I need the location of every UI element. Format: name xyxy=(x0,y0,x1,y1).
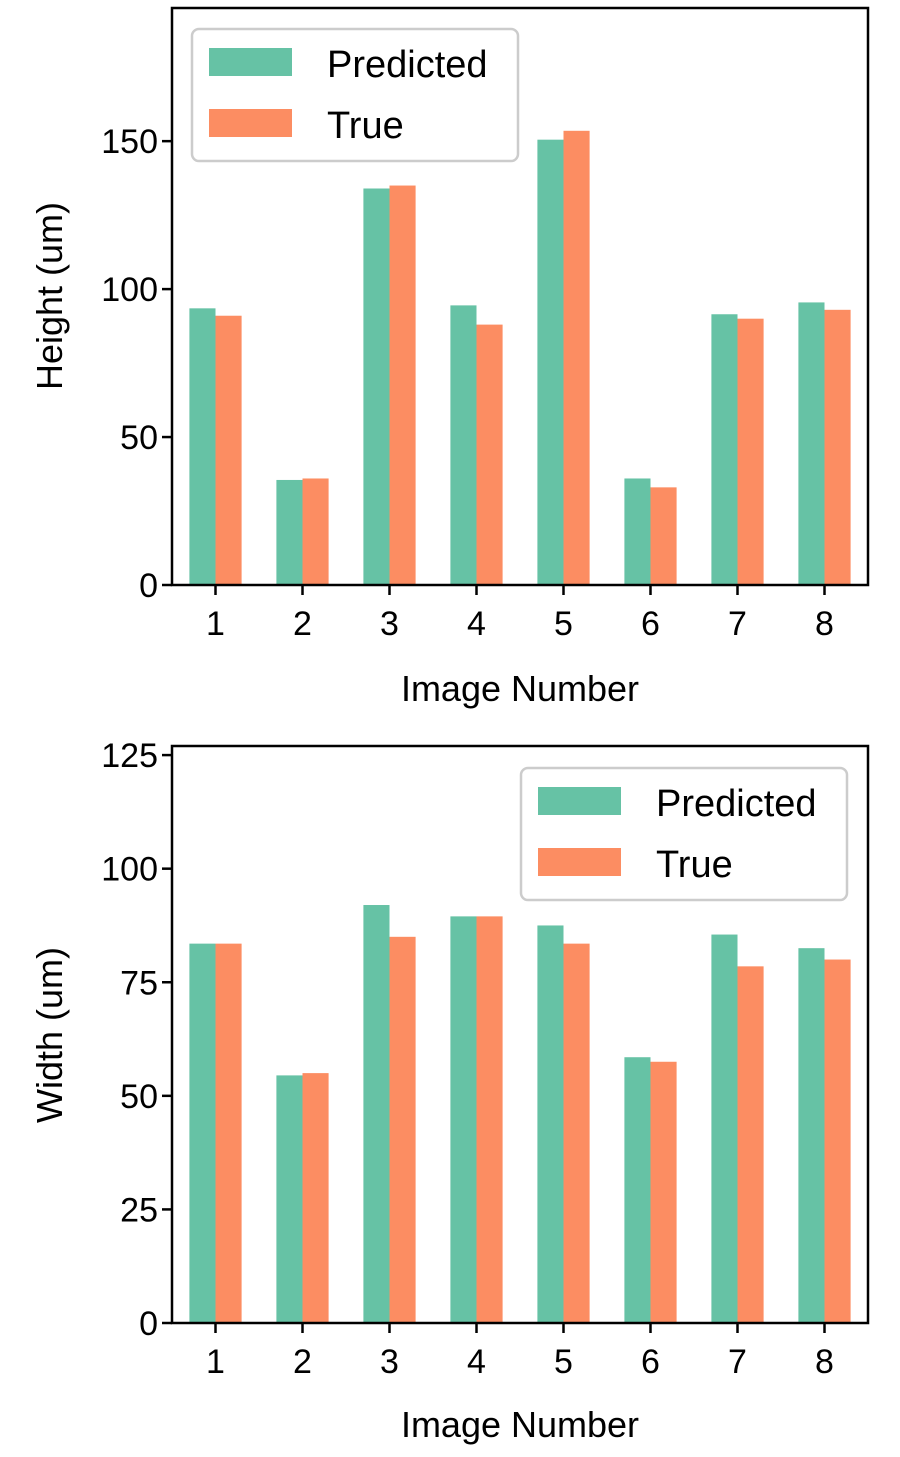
height-bar-true-5 xyxy=(563,130,590,586)
width-legend-swatch-true xyxy=(538,848,621,876)
height-bar-predicted-4 xyxy=(450,305,477,585)
height-bar-true-1 xyxy=(215,315,242,585)
height-legend-swatch-true xyxy=(209,109,292,137)
width-bar-predicted-8 xyxy=(798,948,825,1323)
width-bar-predicted-1 xyxy=(189,943,216,1323)
width-legend-label-predicted: Predicted xyxy=(656,783,817,825)
height-legend-label-predicted: Predicted xyxy=(327,44,488,86)
width-xtick-label: 8 xyxy=(815,1343,834,1381)
width-bar-true-5 xyxy=(563,943,590,1323)
height-ytick-label: 50 xyxy=(120,419,158,457)
width-bar-true-7 xyxy=(737,966,764,1323)
height-bar-predicted-2 xyxy=(276,479,303,585)
height-bar-predicted-3 xyxy=(363,188,390,585)
height-bar-true-2 xyxy=(302,478,329,585)
height-xtick-label: 2 xyxy=(293,605,312,643)
height-bar-predicted-5 xyxy=(537,139,564,585)
width-bar-true-2 xyxy=(302,1073,329,1323)
height-bar-true-4 xyxy=(476,324,503,585)
width-bar-true-3 xyxy=(389,936,416,1323)
width-ytick-label: 25 xyxy=(120,1191,158,1229)
height-xtick-label: 4 xyxy=(467,605,486,643)
width-ytick-label: 125 xyxy=(101,737,158,775)
width-bar-predicted-5 xyxy=(537,925,564,1323)
width-legend-label-true: True xyxy=(656,844,733,886)
width-xtick-label: 6 xyxy=(641,1343,660,1381)
width-xtick-label: 4 xyxy=(467,1343,486,1381)
width-legend-swatch-predicted xyxy=(538,787,621,815)
height-bar-predicted-7 xyxy=(711,314,738,585)
height-bar-predicted-8 xyxy=(798,302,825,585)
width-xtick-label: 1 xyxy=(206,1343,225,1381)
height-ytick-label: 100 xyxy=(101,271,158,309)
width-bar-predicted-3 xyxy=(363,905,390,1323)
height-xtick-label: 3 xyxy=(380,605,399,643)
width-bar-true-8 xyxy=(824,959,851,1323)
height-bar-true-6 xyxy=(650,487,677,585)
height-ytick-label: 0 xyxy=(139,567,158,605)
height-xtick-label: 8 xyxy=(815,605,834,643)
height-bar-true-7 xyxy=(737,318,764,585)
height-bar-true-3 xyxy=(389,185,416,586)
height-xtick-label: 7 xyxy=(728,605,747,643)
width-ytick-label: 100 xyxy=(101,851,158,889)
height-bar-true-8 xyxy=(824,309,851,585)
width-xtick-label: 7 xyxy=(728,1343,747,1381)
width-xtick-label: 2 xyxy=(293,1343,312,1381)
height-legend-label-true: True xyxy=(327,105,404,147)
width-ytick-label: 75 xyxy=(120,964,158,1002)
width-xtick-label: 5 xyxy=(554,1343,573,1381)
width-bar-predicted-7 xyxy=(711,934,738,1323)
width-bar-true-6 xyxy=(650,1061,677,1323)
width-bar-true-1 xyxy=(215,943,242,1323)
width-bar-predicted-2 xyxy=(276,1075,303,1323)
height-ylabel: Height (um) xyxy=(29,202,70,390)
height-xtick-label: 5 xyxy=(554,605,573,643)
height-bar-predicted-6 xyxy=(624,478,651,585)
width-bar-predicted-6 xyxy=(624,1057,651,1323)
width-bar-predicted-4 xyxy=(450,916,477,1323)
height-chart: Height (um) Image Number 0 50 100 150 1 2 3 4 5 6… xyxy=(29,6,870,709)
width-ytick-label: 50 xyxy=(120,1078,158,1116)
height-legend-swatch-predicted xyxy=(209,48,292,76)
width-xlabel: Image Number xyxy=(401,1404,639,1445)
height-xlabel: Image Number xyxy=(401,668,639,709)
height-axes-frame xyxy=(170,6,870,587)
width-ylabel: Width (um) xyxy=(29,947,70,1123)
width-axes-frame xyxy=(170,744,870,1325)
width-bar-true-4 xyxy=(476,916,503,1323)
height-ytick-label: 150 xyxy=(101,123,158,161)
height-xtick-label: 6 xyxy=(641,605,660,643)
width-ytick-label: 0 xyxy=(139,1305,158,1343)
height-bar-predicted-1 xyxy=(189,308,216,585)
width-xtick-label: 3 xyxy=(380,1343,399,1381)
height-xtick-label: 1 xyxy=(206,605,225,643)
